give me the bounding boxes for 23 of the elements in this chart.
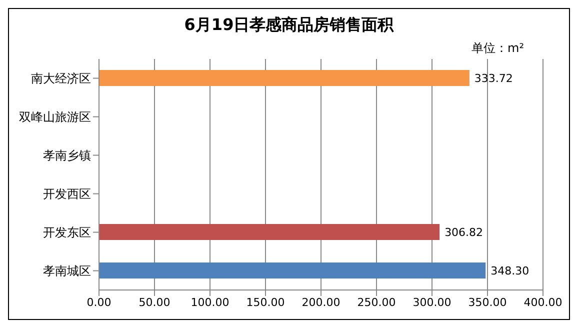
x-tick-label: 400.00 — [524, 296, 562, 309]
x-tick-label: 300.00 — [412, 296, 452, 309]
text: 单位：m² — [472, 40, 524, 57]
x-tick-label: 250.00 — [357, 296, 396, 309]
data-label: 333.72 — [474, 72, 513, 85]
data-label: 306.82 — [444, 226, 484, 239]
x-tick-label: 200.00 — [302, 296, 340, 309]
y-tick-label: 南大经济区 — [31, 72, 91, 86]
chart-title: 6月19日孝感商品房销售面积 — [183, 15, 395, 36]
y-tick-label: 孝南乡镇 — [43, 148, 91, 163]
bar — [99, 70, 470, 86]
x-tick-label: 50.00 — [138, 296, 170, 309]
y-tick-label: 开发东区 — [43, 226, 91, 240]
bar — [99, 224, 440, 240]
y-tick-label: 开发西区 — [43, 187, 91, 202]
y-tick-label: 双峰山旅游区 — [19, 110, 91, 124]
x-tick-label: 0.00 — [86, 296, 112, 309]
y-tick-label: 孝南城区 — [43, 264, 91, 278]
data-label: 348.30 — [490, 264, 530, 278]
x-tick-label: 150.00 — [246, 296, 285, 309]
bar — [99, 262, 486, 278]
x-tick-label: 100.00 — [190, 296, 230, 309]
x-tick-label: 350.00 — [468, 296, 507, 309]
